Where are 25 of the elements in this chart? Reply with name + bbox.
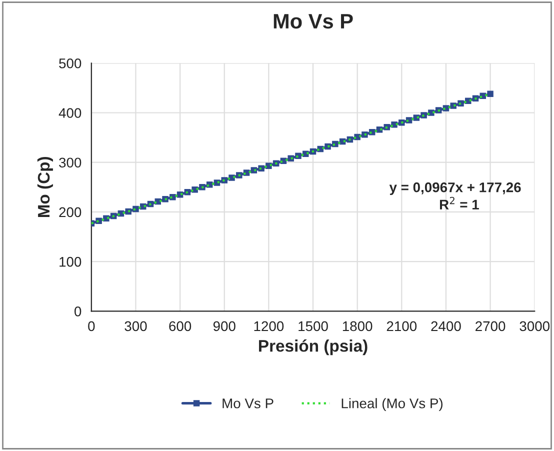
y-tick-label: 100 <box>60 256 82 267</box>
y-tick-label: 200 <box>59 207 82 218</box>
x-tick-label: 2100 <box>386 321 417 332</box>
chart-title: Mo Vs P <box>274 14 353 29</box>
annotation: R$^{2}$ = 1 <box>440 196 479 210</box>
y-tick-label: 500 <box>59 58 82 68</box>
x-tick-label: 1800 <box>342 321 372 332</box>
x-tick-label: 1500 <box>298 321 328 332</box>
x-tick-label: 0 <box>88 321 95 332</box>
y-tick-label: 400 <box>58 108 82 118</box>
legend-label: Mo Vs P <box>222 398 274 408</box>
x-tick-label: 2400 <box>431 321 461 332</box>
legend-label: Lineal (Mo Vs P) <box>342 398 442 412</box>
x-tick-label: 900 <box>213 321 236 332</box>
x-tick-label: 3000 <box>520 321 550 332</box>
x-tick-label: 2700 <box>476 321 506 332</box>
y-tick-label: 300 <box>59 158 82 168</box>
annotation: y = 0,0967x + 177,26 <box>389 182 521 196</box>
point <box>487 90 494 98</box>
x-tick-label: 1200 <box>254 321 284 332</box>
y-axis-title: Mo (Cp) <box>37 156 53 218</box>
x-tick-label: 600 <box>169 321 192 332</box>
x-axis-title: Presión (psia) <box>259 339 368 356</box>
y-tick-label: 0 <box>74 306 82 316</box>
x-tick-label: 300 <box>124 321 147 332</box>
